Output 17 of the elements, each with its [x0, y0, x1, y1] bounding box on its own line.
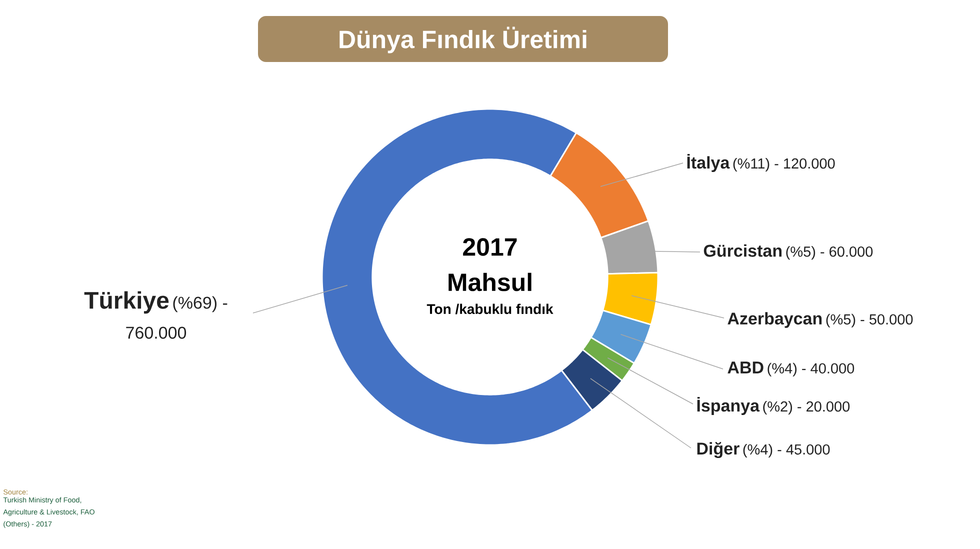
data-label: (%5) - 50.000 [826, 314, 913, 328]
chart-title: Dünya Fındık Üretimi [340, 26, 586, 54]
data-label: (%2) - 20.000 [763, 401, 850, 415]
slice-label: Azerbaycan [728, 312, 822, 328]
slice-label: İspanya [697, 396, 760, 416]
slice-label: ABD [728, 362, 764, 374]
text: Ton /kabuklu fındık [426, 304, 554, 314]
data-label: (%4) - 40.000 [768, 362, 854, 376]
slice-label: Diğer [697, 442, 740, 458]
data-label: (%5) - 60.000 [786, 246, 873, 260]
text: 2017 [463, 238, 517, 256]
slice-label: Gürcistan [704, 244, 782, 257]
data-label: (%4) - 45.000 [743, 444, 830, 458]
text: Mahsul [448, 272, 532, 292]
data-label: (%11) - 120.000 [733, 158, 835, 172]
slice-label: Türkiye [84, 291, 169, 314]
slice-label: İtalya [687, 154, 730, 172]
